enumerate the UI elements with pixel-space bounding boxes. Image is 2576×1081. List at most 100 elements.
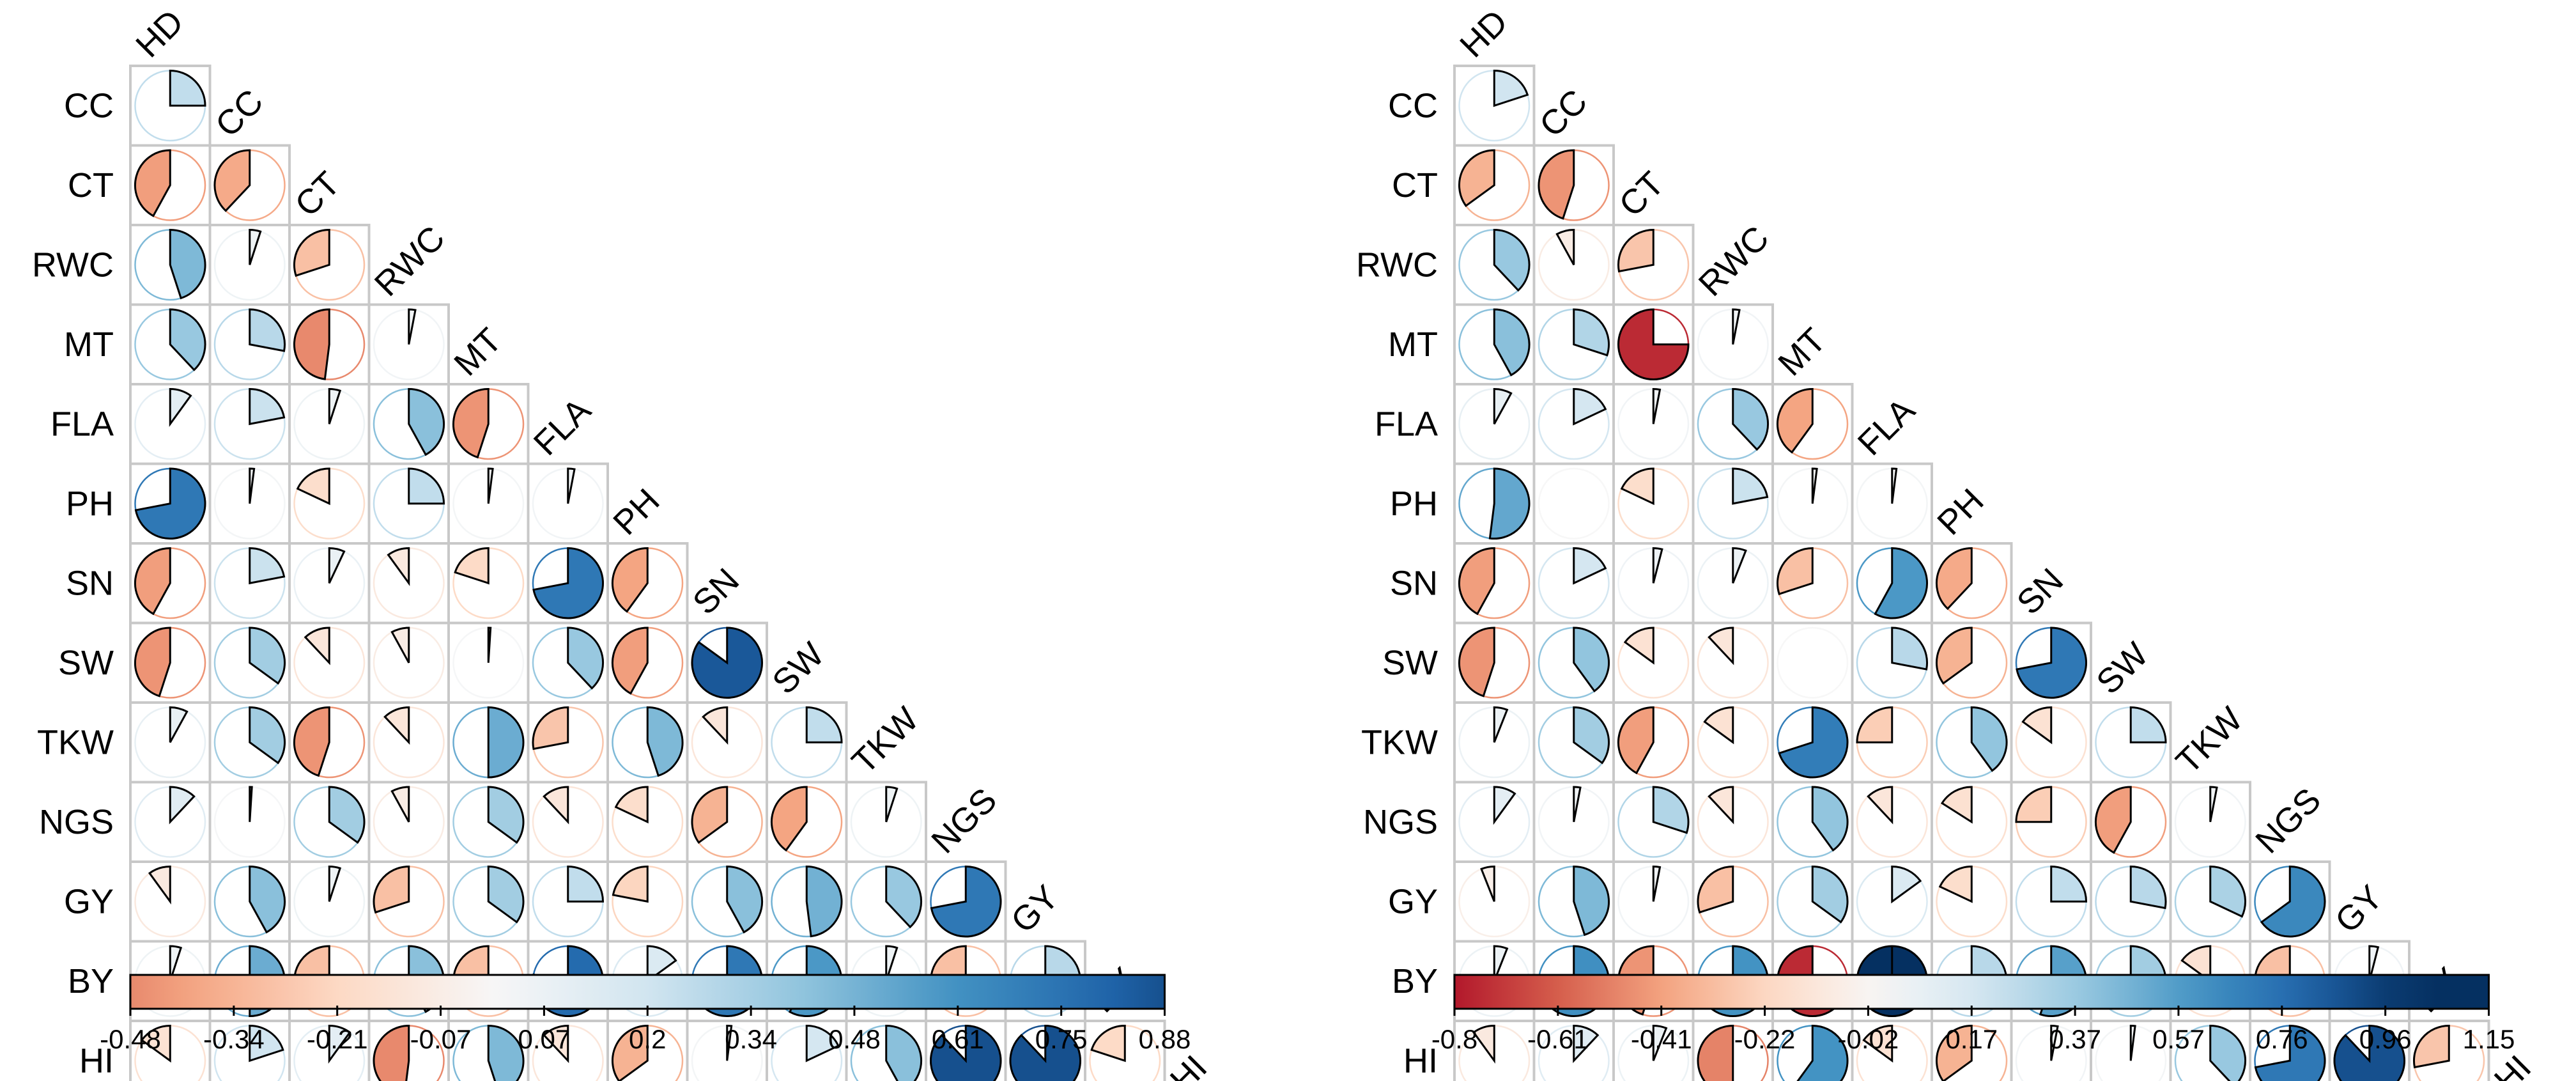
corr-pie — [805, 1024, 840, 1062]
row-label: NGS — [1363, 803, 1438, 841]
corr-pie — [2050, 865, 2088, 903]
corr-pie — [487, 467, 494, 504]
corr-pie — [1776, 547, 1814, 596]
color-bar-tick-label: -0.34 — [203, 1024, 265, 1054]
corr-pie — [1856, 706, 1893, 743]
corr-pie — [2209, 786, 2218, 823]
corr-cell — [1532, 462, 1615, 545]
corr-pie — [2209, 1024, 2246, 1081]
corr-pie — [1573, 387, 1607, 426]
color-bar-tick-label: 0.2 — [629, 1024, 666, 1054]
corr-pie — [387, 547, 410, 586]
corr-pie — [1938, 865, 1973, 903]
corr-pie — [1458, 626, 1495, 697]
correlogram-panel-right: CCCTRWCMTFLAPHSNSWTKWNGSGYBYHIHDCCCTRWCM… — [1356, 3, 2538, 1081]
corr-pie — [304, 626, 330, 665]
corr-pie — [1874, 547, 1929, 619]
corr-pie — [646, 945, 677, 983]
corr-pie — [1891, 626, 1929, 671]
corr-pie — [169, 786, 196, 825]
corr-pie — [1732, 547, 1747, 584]
corr-pie — [1697, 1024, 1734, 1081]
color-bar — [1453, 974, 2490, 1010]
corr-pie — [1493, 228, 1531, 292]
column-label: SN — [2010, 561, 2071, 622]
corr-pie — [390, 626, 410, 664]
row-label: FLA — [1375, 405, 1438, 443]
corr-pie — [148, 865, 171, 905]
corr-pie — [140, 1024, 171, 1063]
color-bar-tick-label: 0.37 — [2049, 1024, 2101, 1054]
corr-pie — [930, 1024, 1002, 1081]
color-bar-tick-label: -0.22 — [1734, 1024, 1796, 1054]
corr-pie — [885, 786, 899, 823]
row-label: CT — [1392, 166, 1438, 205]
column-label: RWC — [367, 219, 452, 304]
corr-pie — [1472, 1024, 1495, 1064]
column-label: NGS — [924, 781, 1004, 860]
corr-pie — [1623, 626, 1654, 665]
corr-pie — [543, 786, 569, 825]
color-bar-tick-label: -0.8 — [1431, 1024, 1477, 1054]
corr-pie — [532, 547, 605, 619]
corr-pie — [487, 706, 525, 779]
corr-pie — [2129, 865, 2167, 910]
corr-pie — [1703, 706, 1734, 745]
column-label: CT — [1612, 164, 1671, 224]
corr-pie — [487, 1024, 525, 1081]
corr-pie — [1538, 149, 1575, 220]
corr-pie — [1697, 865, 1734, 914]
column-label: SW — [2089, 635, 2156, 702]
corr-pie — [805, 706, 843, 743]
corr-pie — [532, 706, 569, 750]
corr-pie — [249, 706, 286, 765]
corr-pie — [614, 786, 649, 824]
corr-pie — [612, 865, 649, 903]
corr-pie — [1935, 626, 1973, 685]
color-bar-tick-label: 0.48 — [828, 1024, 881, 1054]
color-bar-tick-label: 0.07 — [518, 1024, 571, 1054]
corr-cell — [1771, 621, 1854, 704]
corr-pie — [646, 706, 684, 777]
corr-pie — [2050, 1024, 2059, 1061]
row-label: BY — [1392, 962, 1438, 1000]
row-label: FLA — [50, 405, 114, 443]
corr-pie — [328, 547, 346, 584]
row-label: RWC — [1356, 245, 1438, 284]
corr-pie — [2368, 945, 2380, 982]
row-label: CT — [68, 166, 114, 205]
corr-pie — [1811, 786, 1849, 852]
corr-pie — [1796, 1024, 1849, 1081]
corr-pie — [726, 1024, 733, 1061]
corr-pie — [2180, 945, 2212, 983]
corr-pie — [293, 706, 330, 777]
color-bar-tick-label: 0.88 — [1139, 1024, 1191, 1054]
row-label: CC — [1388, 86, 1438, 125]
corr-pie — [373, 865, 410, 914]
corr-pie — [408, 308, 417, 345]
corr-pie — [328, 1024, 351, 1064]
corr-pie — [1652, 786, 1690, 834]
corr-pie — [487, 786, 525, 844]
row-label: TKW — [1361, 723, 1438, 761]
corr-pie — [249, 228, 262, 265]
corr-pie — [691, 786, 729, 844]
color-bar-tick-label: -0.48 — [100, 1024, 161, 1054]
column-label: FLA — [1851, 391, 1922, 463]
corr-pie — [249, 865, 286, 934]
corr-pie — [249, 786, 253, 822]
color-bar-tick-label: 0.96 — [2359, 1024, 2412, 1054]
corr-pie — [1458, 547, 1495, 616]
corr-pie — [1555, 228, 1575, 265]
corr-pie — [1867, 786, 1893, 825]
column-label: PH — [1930, 481, 1991, 542]
corr-pie — [1493, 786, 1516, 825]
corr-pie — [1573, 547, 1607, 585]
corr-pie — [2021, 706, 2053, 745]
row-label: SW — [1382, 644, 1438, 682]
corr-pie — [805, 865, 843, 938]
column-label: TKW — [2169, 700, 2250, 781]
corr-pie — [487, 626, 492, 663]
column-label: FLA — [527, 391, 598, 463]
